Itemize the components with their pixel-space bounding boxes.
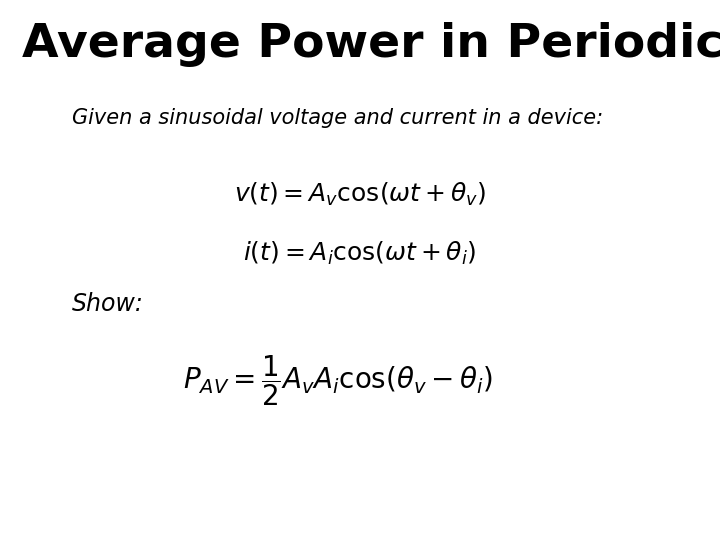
Text: $v(t) = A_v \cos(\omega t + \theta_v)$: $v(t) = A_v \cos(\omega t + \theta_v)$ (234, 181, 486, 208)
Text: Given a sinusoidal voltage and current in a device:: Given a sinusoidal voltage and current i… (72, 108, 603, 128)
Text: Show:: Show: (72, 292, 144, 315)
Text: Average Power in Periodic Signals: Average Power in Periodic Signals (22, 22, 720, 66)
Text: $i(t) = A_i \cos(\omega t + \theta_i)$: $i(t) = A_i \cos(\omega t + \theta_i)$ (243, 240, 477, 267)
Text: $P_{AV} = \dfrac{1}{2} A_v A_i \cos(\theta_v - \theta_i)$: $P_{AV} = \dfrac{1}{2} A_v A_i \cos(\the… (184, 354, 493, 408)
